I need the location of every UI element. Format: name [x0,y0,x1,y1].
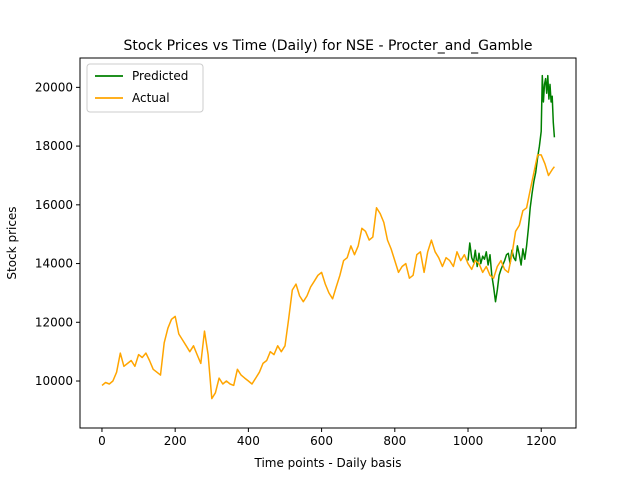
y-axis: 10000 12000 14000 16000 18000 20000 [35,80,80,388]
y-tick-label: 10000 [35,374,73,388]
chart-title: Stock Prices vs Time (Daily) for NSE - P… [123,38,532,54]
x-axis-label: Time points - Daily basis [254,456,402,470]
x-tick-label: 200 [164,434,187,448]
x-tick-label: 800 [383,434,406,448]
y-axis-label: Stock prices [5,206,19,279]
plot-frame [79,57,577,429]
x-axis: 0 200 400 600 800 1000 1200 [98,428,556,448]
y-tick-label: 18000 [35,139,73,153]
x-tick-label: 1000 [453,434,484,448]
legend-label-actual: Actual [132,91,170,105]
series-line-actual [101,154,555,400]
y-tick-label: 12000 [35,315,73,329]
x-tick-label: 400 [237,434,260,448]
y-tick-label: 14000 [35,257,73,271]
legend: Predicted Actual [86,63,204,113]
series-layer [101,74,556,400]
series-line-predicted [467,74,556,303]
x-tick-label: 0 [98,434,106,448]
plot-area [80,58,576,428]
y-tick-label: 16000 [35,198,73,212]
x-tick-label: 1200 [526,434,557,448]
y-tick-label: 20000 [35,80,73,94]
legend-label-predicted: Predicted [132,69,188,83]
x-tick-label: 600 [310,434,333,448]
